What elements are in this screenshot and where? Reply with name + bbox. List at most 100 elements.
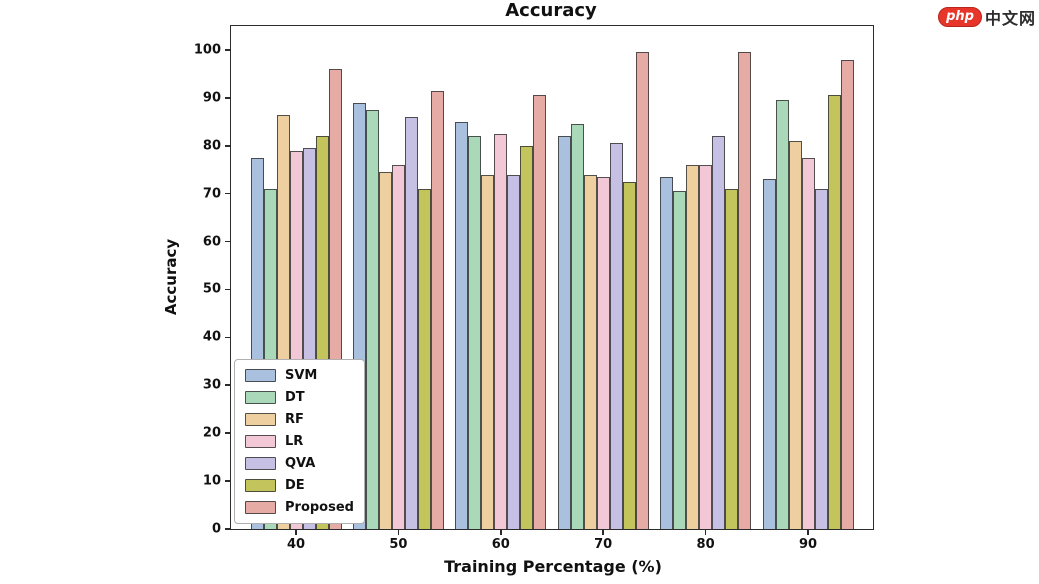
x-tick-mark-80 xyxy=(704,529,707,535)
y-tick-label-80: 80 xyxy=(202,138,221,154)
bar-lr-90 xyxy=(801,157,815,529)
x-tick-label-60: 60 xyxy=(491,537,510,552)
y-tick-label-20: 20 xyxy=(202,425,221,441)
legend-entry-dt: DT xyxy=(245,390,354,405)
legend-label-lr: LR xyxy=(285,434,304,449)
legend-swatch-qva xyxy=(245,457,276,470)
bar-lr-80 xyxy=(699,164,713,529)
legend: SVM DT RF LR QVA DE Proposed xyxy=(234,359,365,524)
legend-label-proposed: Proposed xyxy=(285,500,354,515)
legend-swatch-de xyxy=(245,479,276,492)
legend-entry-qva: QVA xyxy=(245,456,354,471)
bar-rf-90 xyxy=(788,140,802,529)
legend-entry-lr: LR xyxy=(245,434,354,449)
bar-group-50 xyxy=(352,26,444,529)
y-tick-mark-20 xyxy=(225,432,231,434)
bar-svm-80 xyxy=(660,176,674,529)
bar-svm-60 xyxy=(455,121,469,529)
bar-group-90 xyxy=(762,26,854,529)
y-tick-label-60: 60 xyxy=(202,234,221,250)
y-tick-mark-30 xyxy=(225,384,231,387)
legend-swatch-dt xyxy=(245,391,276,404)
x-tick-label-40: 40 xyxy=(286,537,306,552)
bar-lr-50 xyxy=(391,164,405,529)
y-tick-mark-10 xyxy=(225,480,231,482)
y-tick-mark-60 xyxy=(225,240,231,243)
y-axis-label: Accuracy xyxy=(162,238,180,316)
bar-rf-60 xyxy=(481,174,495,529)
bar-lr-60 xyxy=(494,133,508,529)
plot-area: 0 10 20 30 40 50 60 70 80 90 100 40 50 60 70 80 90 SVM D… xyxy=(194,25,874,552)
y-tick-label-40: 40 xyxy=(202,329,221,345)
bar-dt-60 xyxy=(468,136,482,529)
x-tick-mark-40 xyxy=(295,529,297,535)
y-tick-mark-50 xyxy=(225,288,231,291)
y-tick-mark-80 xyxy=(225,144,231,147)
legend-entry-rf: RF xyxy=(245,412,354,427)
bar-group-60 xyxy=(455,26,547,529)
legend-swatch-proposed xyxy=(245,501,276,514)
bar-proposed-70 xyxy=(635,52,649,529)
legend-swatch-lr xyxy=(245,435,276,448)
bar-qva-90 xyxy=(814,188,828,529)
bar-proposed-90 xyxy=(840,59,854,529)
bar-dt-90 xyxy=(775,100,789,529)
site-logo-text: 中文网 xyxy=(984,9,1036,28)
x-tick-mark-60 xyxy=(500,529,502,535)
bar-group-80 xyxy=(660,26,752,529)
legend-label-dt: DT xyxy=(285,390,305,405)
legend-entry-proposed: Proposed xyxy=(245,500,354,515)
y-tick-label-0: 0 xyxy=(211,521,221,537)
bar-qva-60 xyxy=(507,174,521,529)
legend-label-qva: QVA xyxy=(285,456,316,471)
x-tick-label-90: 90 xyxy=(798,537,818,552)
x-axis-label: Training Percentage (%) xyxy=(444,557,662,576)
bar-lr-70 xyxy=(596,176,610,529)
y-tick-label-90: 90 xyxy=(202,90,221,106)
bar-rf-70 xyxy=(583,174,597,529)
y-tick-label-10: 10 xyxy=(202,473,221,489)
y-tick-mark-90 xyxy=(225,97,231,99)
y-tick-label-50: 50 xyxy=(202,281,221,297)
legend-entry-svm: SVM xyxy=(245,368,354,383)
bar-proposed-60 xyxy=(533,95,547,529)
y-tick-label-30: 30 xyxy=(202,377,221,393)
bar-svm-70 xyxy=(557,136,571,529)
bar-dt-80 xyxy=(673,191,687,529)
legend-swatch-rf xyxy=(245,413,276,426)
legend-entry-de: DE xyxy=(245,478,354,493)
php-logo-badge: php xyxy=(938,7,982,27)
bar-dt-50 xyxy=(365,109,379,529)
x-tick-label-50: 50 xyxy=(389,537,408,552)
bar-de-90 xyxy=(827,95,841,529)
legend-swatch-svm xyxy=(245,369,276,382)
x-tick-mark-70 xyxy=(602,529,604,535)
bar-rf-50 xyxy=(378,172,392,529)
chart-title: Accuracy xyxy=(505,0,597,21)
bar-dt-70 xyxy=(570,124,584,529)
y-tick-mark-40 xyxy=(225,336,231,339)
y-tick-mark-70 xyxy=(225,192,231,195)
x-tick-mark-50 xyxy=(397,529,400,535)
x-tick-label-80: 80 xyxy=(696,537,715,552)
bar-svm-90 xyxy=(762,179,776,529)
bar-de-70 xyxy=(622,181,636,529)
y-tick-label-100: 100 xyxy=(193,42,221,58)
y-tick-mark-100 xyxy=(225,49,231,51)
bar-de-50 xyxy=(417,188,431,529)
bar-rf-80 xyxy=(686,164,700,529)
bar-de-80 xyxy=(725,188,739,529)
bar-proposed-80 xyxy=(738,52,752,529)
y-tick-mark-0 xyxy=(225,528,231,530)
legend-label-rf: RF xyxy=(285,412,304,427)
bar-qva-80 xyxy=(712,136,726,529)
bar-de-60 xyxy=(520,145,534,529)
bar-qva-70 xyxy=(609,143,623,529)
legend-label-de: DE xyxy=(285,478,305,493)
bar-proposed-50 xyxy=(430,90,444,529)
site-logo: php 中文网 xyxy=(938,5,1036,29)
bar-group-70 xyxy=(557,26,649,529)
y-tick-label-70: 70 xyxy=(202,186,221,202)
x-tick-label-70: 70 xyxy=(594,537,613,552)
